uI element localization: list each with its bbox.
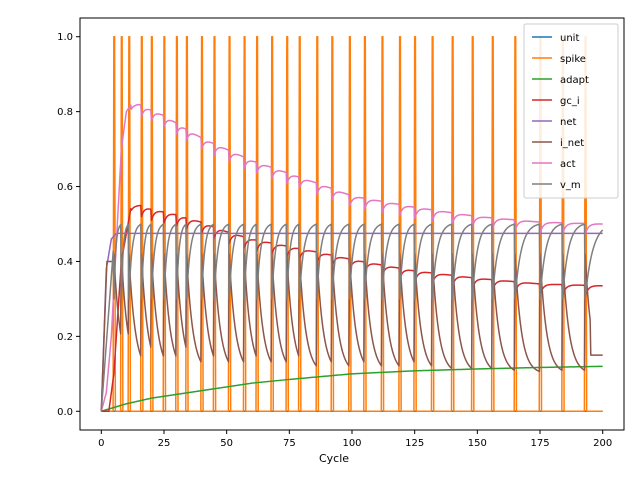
x-axis-title: Cycle [319,452,349,465]
legend-label: unit [560,33,579,44]
legend-label: gc_i [560,96,580,107]
y-axis: 0.0 0.2 0.4 0.6 0.8 1.0 [57,32,80,418]
x-tick-label: 75 [283,438,296,449]
y-tick-label: 0.0 [57,407,73,418]
x-tick-label: 125 [405,438,424,449]
series-line-i-net [100,253,603,412]
x-tick-label: 50 [220,438,233,449]
x-axis: 0 25 50 75 100 125 150 175 200 [98,430,612,449]
legend-label: v_m [560,180,581,191]
series-line-spike [101,35,603,413]
plot-area [100,35,604,413]
x-tick-label: 200 [593,438,612,449]
legend-label: spike [560,54,586,65]
series-line-net [100,232,603,412]
x-tick-label: 0 [98,438,104,449]
legend-label: net [560,117,576,128]
legend-label: act [560,159,576,170]
x-tick-label: 25 [158,438,171,449]
y-tick-label: 0.2 [57,332,73,343]
legend-label: adapt [560,75,589,86]
series-line-adapt [101,365,603,412]
series-line-act [100,103,603,412]
legend-box [523,23,619,199]
x-tick-label: 175 [530,438,549,449]
series-line-v-m [100,223,604,412]
y-tick-label: 0.6 [57,182,73,193]
x-tick-label: 150 [468,438,487,449]
y-tick-label: 0.8 [57,107,73,118]
legend-label: i_net [560,138,584,149]
y-tick-label: 0.4 [57,257,73,268]
y-tick-label: 1.0 [57,32,73,43]
x-tick-label: 100 [342,438,361,449]
